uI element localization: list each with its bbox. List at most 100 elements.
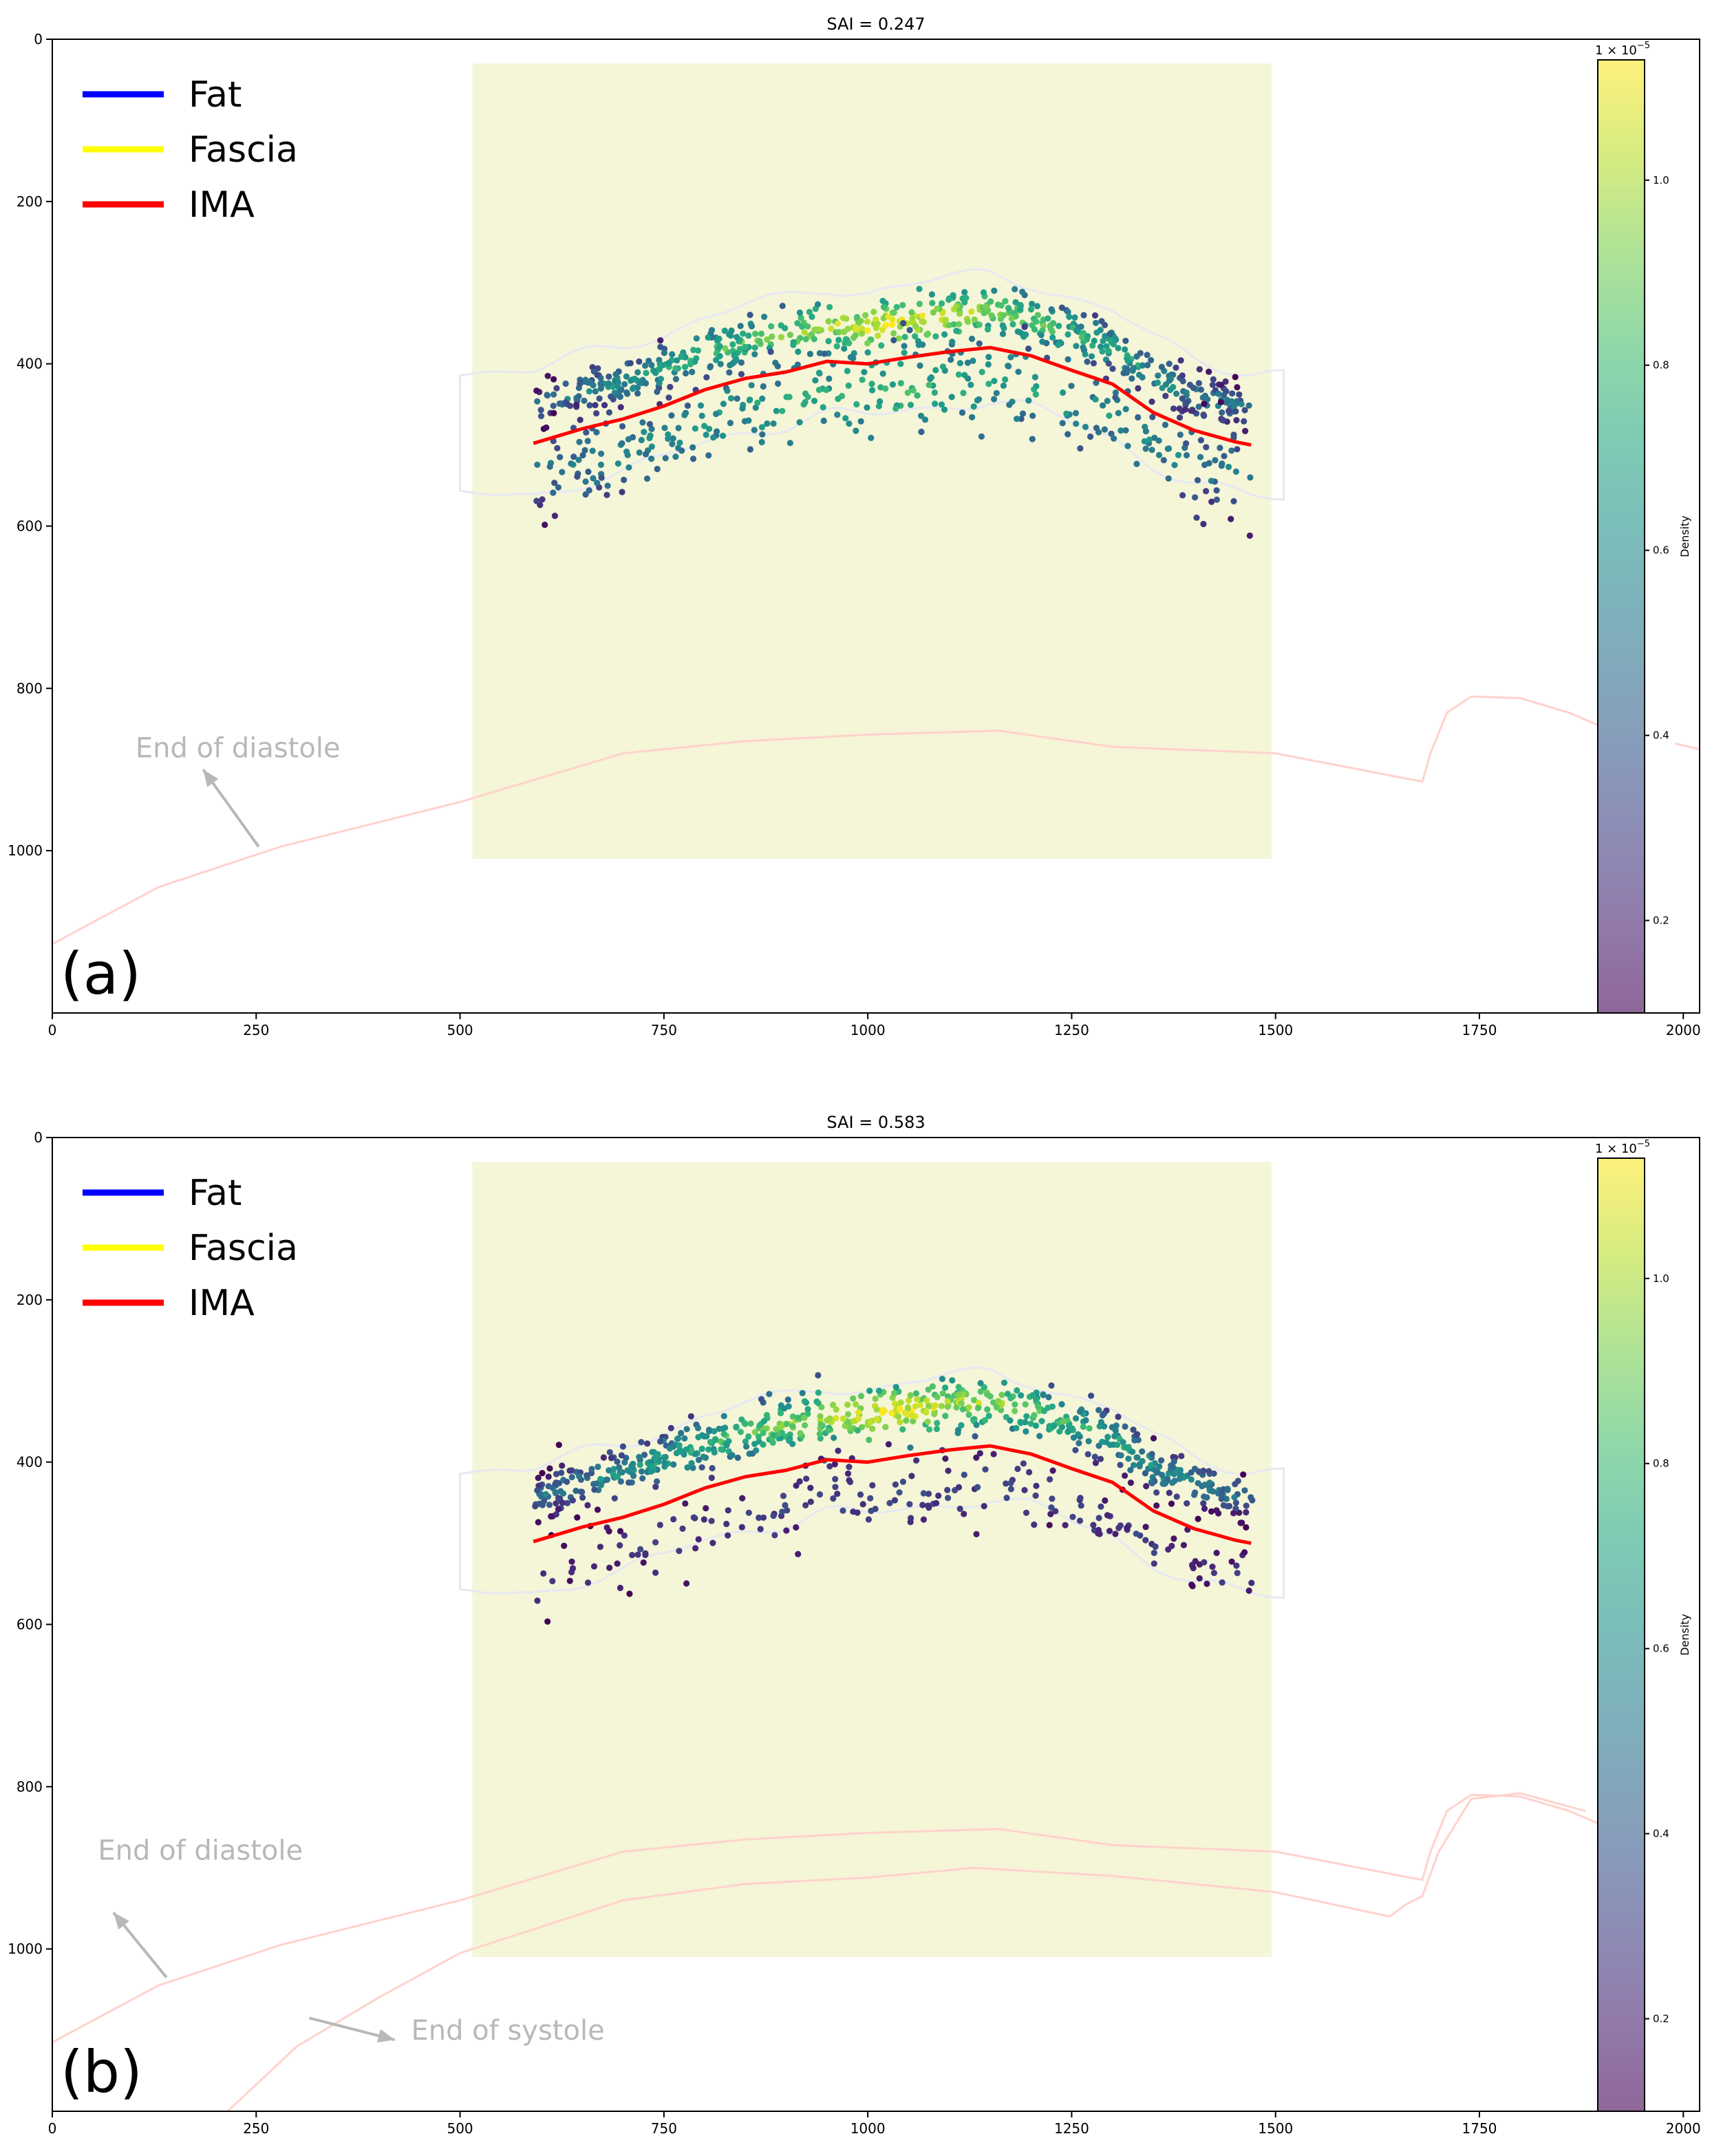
scatter-point (896, 1489, 903, 1496)
scatter-point (573, 401, 580, 408)
scatter-point (695, 1536, 702, 1543)
scatter-point (795, 1550, 802, 1557)
scatter-point (993, 389, 1000, 396)
scatter-point (1196, 366, 1203, 373)
scatter-point (941, 331, 948, 338)
scatter-point (953, 328, 960, 334)
scatter-point (890, 330, 897, 337)
scatter-point (820, 404, 826, 411)
scatter-point (956, 1505, 963, 1513)
scatter-point (929, 299, 936, 306)
scatter-point (1020, 1460, 1027, 1467)
scatter-point (661, 425, 668, 431)
scatter-point (1019, 410, 1027, 417)
scatter-point (925, 1491, 932, 1497)
scatter-point (579, 451, 586, 459)
scatter-point (690, 1514, 697, 1521)
scatter-point (1122, 427, 1129, 434)
roi-box (472, 63, 1272, 859)
scatter-point (796, 309, 803, 316)
scatter-point (1201, 1559, 1208, 1566)
scatter-point (569, 1497, 576, 1504)
scatter-point (956, 360, 963, 367)
scatter-point (850, 1395, 857, 1402)
scatter-point (648, 443, 655, 450)
scatter-point (683, 1426, 690, 1433)
scatter-point (768, 323, 775, 330)
scatter-point (891, 1497, 898, 1504)
scatter-point (626, 1590, 633, 1597)
scatter-point (705, 1427, 713, 1433)
scatter-point (574, 473, 581, 480)
scatter-point (1221, 392, 1228, 398)
scatter-point (1170, 405, 1177, 412)
y-tick-label: 0 (34, 31, 43, 47)
scatter-point (652, 1569, 659, 1576)
scatter-point (1162, 421, 1168, 429)
scatter-point (961, 289, 968, 296)
scatter-point (901, 334, 908, 341)
scatter-point (934, 306, 941, 312)
scatter-point (1212, 457, 1219, 464)
scatter-point (584, 1472, 590, 1479)
scatter-point (1070, 1434, 1077, 1441)
scatter-point (756, 1514, 762, 1522)
scatter-point (1195, 1515, 1201, 1522)
scatter-point (540, 1570, 547, 1577)
scatter-point (938, 401, 945, 408)
scatter-point (739, 1495, 746, 1502)
scatter-point (1007, 1480, 1014, 1486)
scatter-point (1153, 1489, 1160, 1496)
scatter-point (771, 1532, 778, 1539)
scatter-point (1040, 1407, 1048, 1414)
scatter-point (1240, 1471, 1247, 1478)
scatter-point (549, 1578, 556, 1585)
scatter-point (681, 1435, 688, 1442)
scatter-point (1219, 416, 1226, 424)
scatter-point (839, 1507, 846, 1514)
scatter-point (1033, 318, 1040, 325)
scatter-point (880, 303, 888, 310)
scatter-point (787, 440, 793, 447)
scatter-point (1208, 478, 1215, 484)
scatter-point (782, 325, 789, 332)
scatter-point (942, 1384, 949, 1391)
scatter-point (692, 425, 699, 432)
scatter-point (760, 1514, 767, 1521)
scatter-point (809, 313, 815, 320)
scatter-point (796, 1478, 803, 1485)
scatter-point (1180, 1541, 1187, 1548)
scatter-point (617, 1584, 624, 1592)
scatter-point (644, 1440, 651, 1447)
colorbar (1597, 1157, 1645, 2112)
scatter-point (643, 475, 651, 482)
scatter-point (918, 428, 925, 436)
scatter-point (981, 1417, 988, 1424)
scatter-point (1197, 437, 1204, 444)
scatter-point (747, 1420, 754, 1427)
scatter-point (1159, 1471, 1166, 1478)
scatter-point (1078, 323, 1084, 330)
scatter-point (1162, 1480, 1169, 1486)
scatter-point (931, 389, 938, 396)
scatter-point (1173, 364, 1179, 371)
scatter-point (912, 1402, 919, 1410)
annotation-arrow-head (203, 769, 219, 787)
scatter-point (554, 445, 561, 451)
scatter-point (743, 1443, 750, 1450)
scatter-point (1226, 407, 1232, 414)
scatter-point (535, 1475, 542, 1482)
scatter-point (584, 1502, 591, 1508)
scatter-point (991, 378, 998, 385)
scatter-point (1130, 1462, 1137, 1469)
scatter-point (713, 410, 720, 418)
scatter-point (1133, 1530, 1139, 1537)
scatter-point (665, 394, 672, 401)
scatter-point (1009, 321, 1016, 328)
scatter-point (1077, 445, 1084, 452)
scatter-point (920, 319, 927, 325)
scatter-point (917, 362, 923, 370)
scatter-point (597, 385, 604, 392)
scatter-point (1015, 368, 1022, 375)
scatter-point (830, 1401, 837, 1409)
